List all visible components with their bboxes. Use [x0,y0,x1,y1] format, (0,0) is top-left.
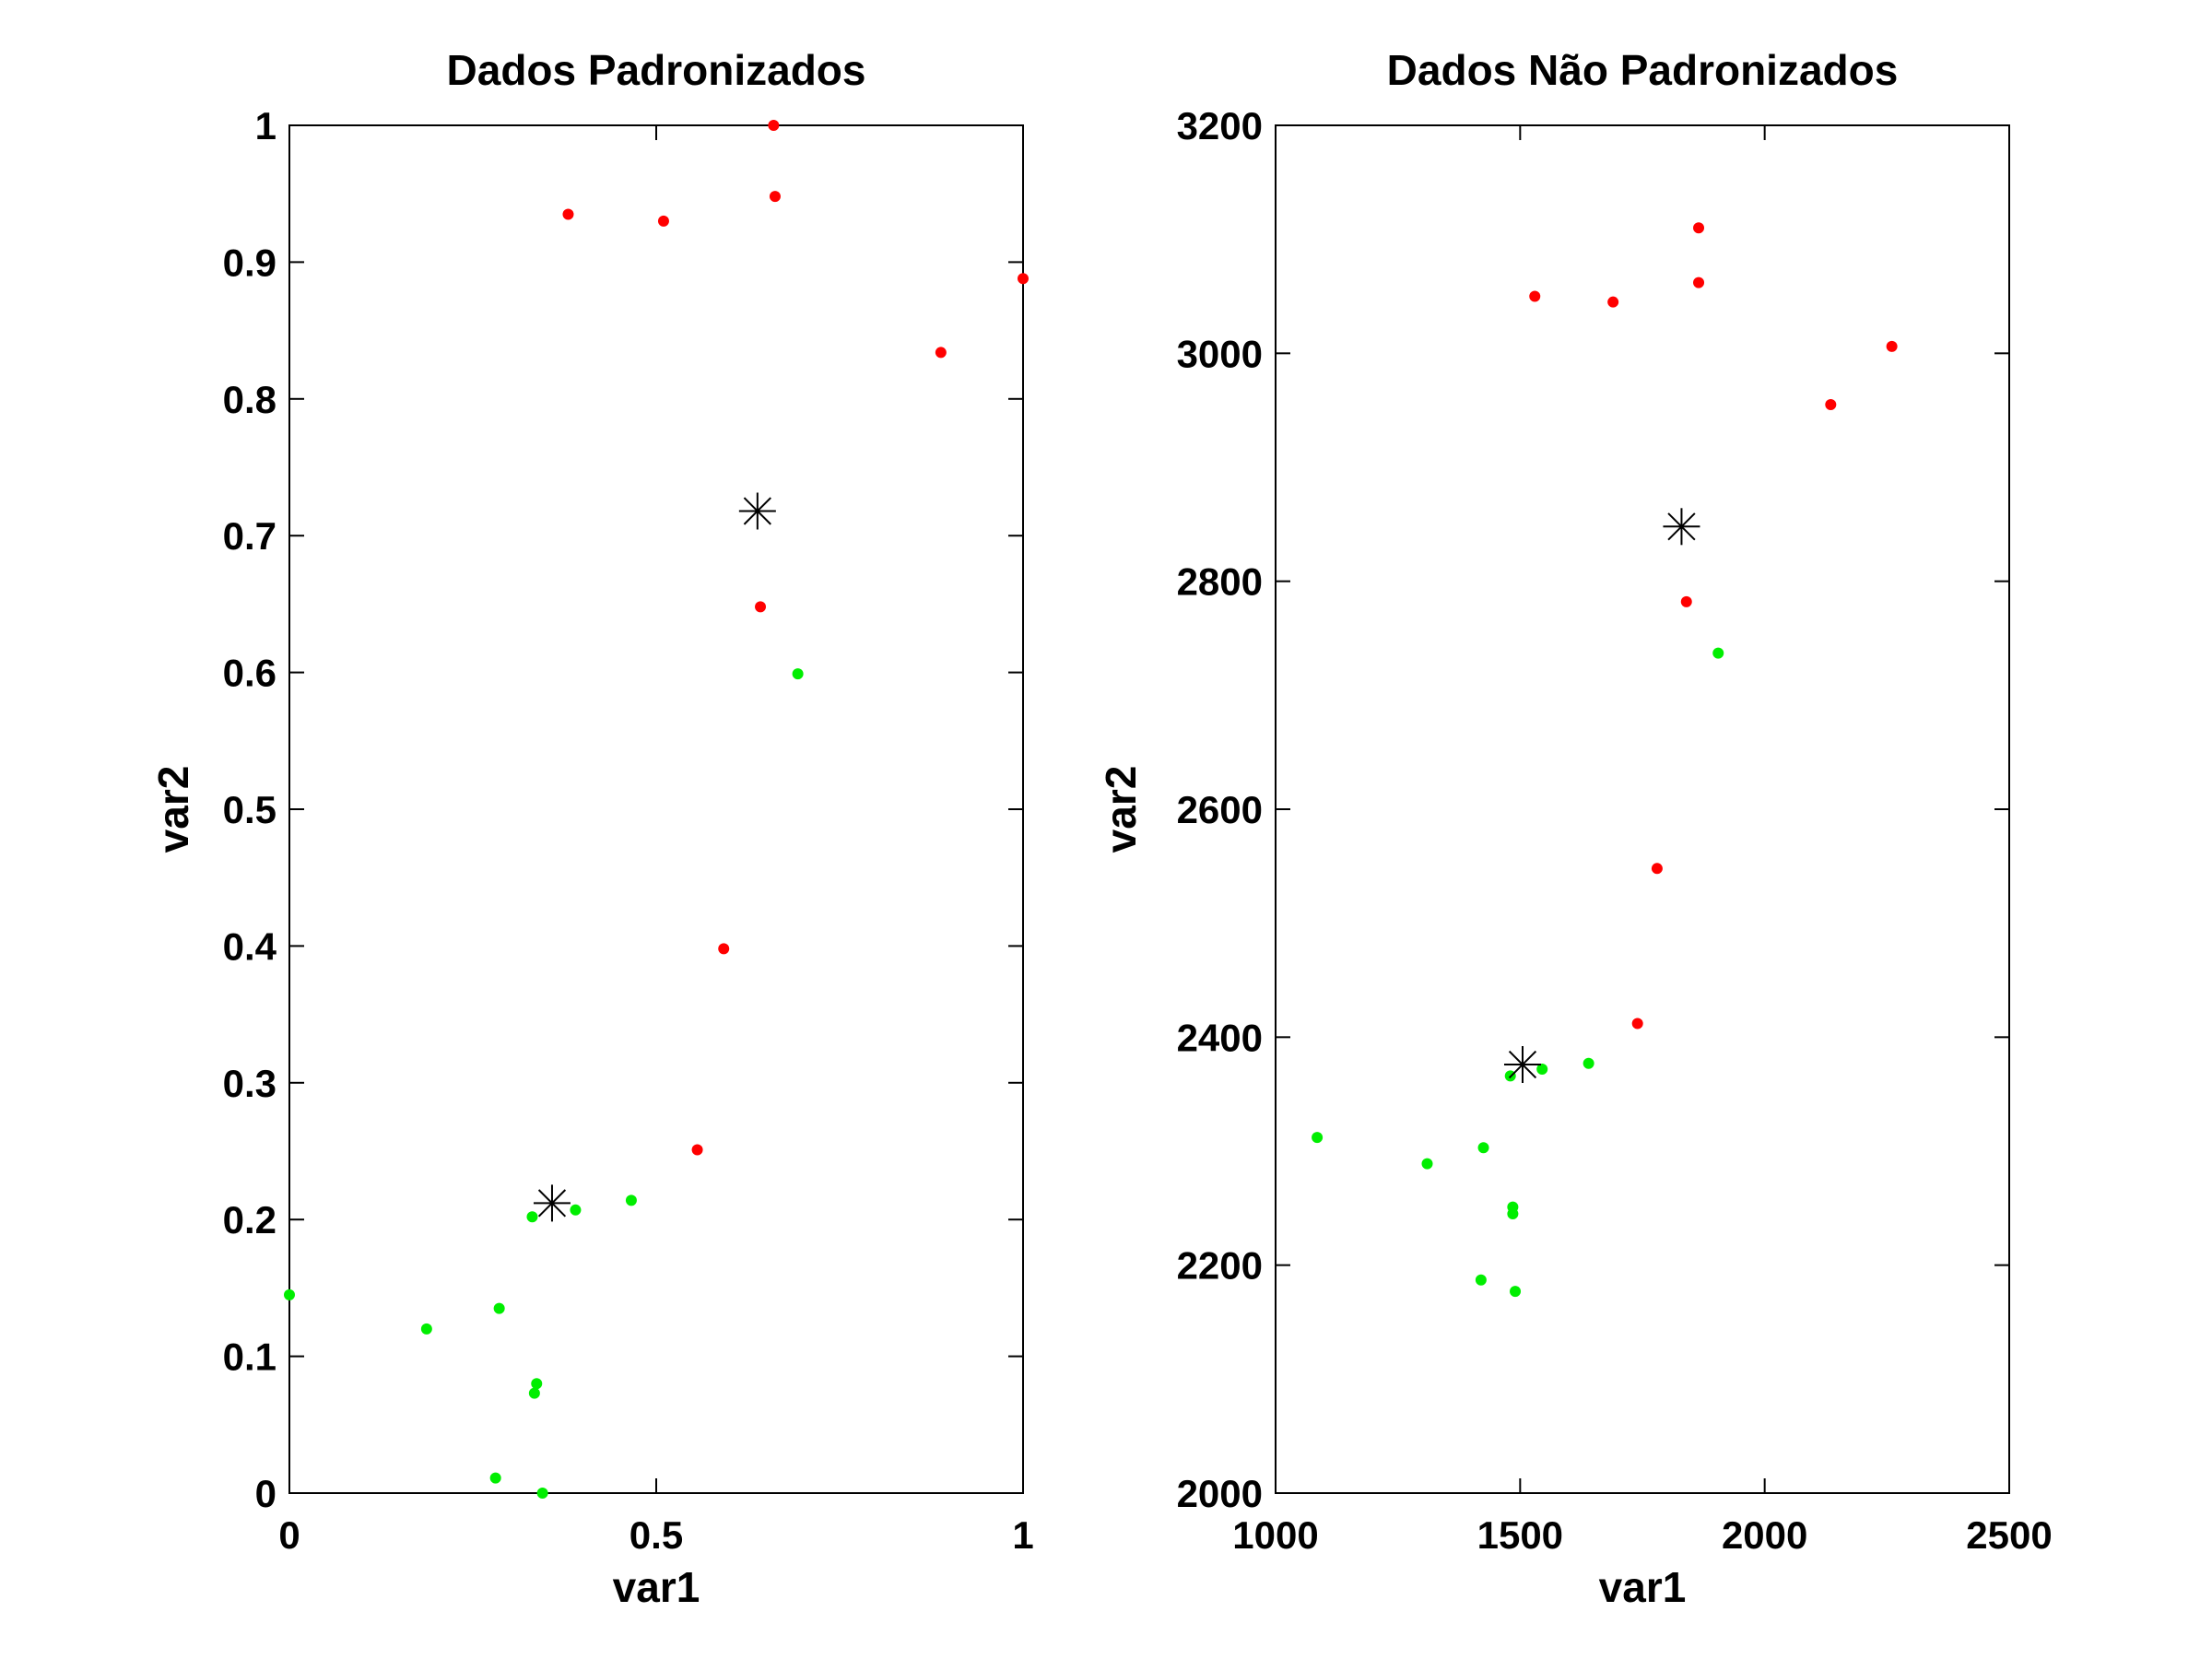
left-asterisk-stroke [537,1189,567,1218]
right-data-point [1536,1063,1548,1075]
right-y-axis-label: var2 [1097,766,1145,853]
right-x-tick-label: 2500 [1966,1513,2052,1557]
right-asterisk-stroke [1508,1050,1537,1079]
right-x-axis-label: var1 [1599,1563,1687,1611]
left-y-tick-label: 0.1 [223,1335,276,1379]
left-data-point [691,1144,703,1156]
left-data-point [718,943,730,955]
right-data-point [1825,398,1837,410]
right-data-point [1510,1286,1522,1298]
left-asterisk-stroke [743,497,771,525]
right-data-point [1886,340,1898,352]
left-plot-area [288,124,1024,1494]
left-y-axis-label: var2 [149,766,197,853]
right-data-point [1507,1208,1519,1220]
right-x-tick-label: 2000 [1722,1513,1807,1557]
right-data-point [1607,296,1619,308]
left-data-point [935,347,947,359]
right-data-point [1712,647,1724,659]
left-x-axis-label: var1 [613,1563,700,1611]
left-y-tick-label: 0.4 [223,924,277,968]
left-centroid-asterisk [738,492,776,530]
left-data-point [657,215,669,227]
right-plot-area [1275,124,2010,1494]
right-data-point [1421,1158,1433,1170]
right-ticks: 1000 1500 2000 2500 2000 2200 2400 2600 2800 3000… [1177,104,2053,1557]
right-data-point [1631,1018,1643,1030]
right-asterisk-stroke [1667,512,1696,541]
left-data-point [420,1323,432,1335]
left-data-point [625,1194,637,1206]
right-y-tick-label: 2400 [1177,1016,1263,1059]
right-data-point [1693,222,1705,234]
left-y-tick-label: 0.8 [223,378,276,421]
right-data-point [1475,1274,1487,1286]
left-y-tick-label: 0.9 [223,241,276,284]
left-data-point [493,1302,505,1314]
left-data-point [536,1488,548,1499]
right-data-point [1477,1142,1489,1154]
left-x-tick-label: 0 [278,1513,300,1557]
right-data-point [1529,290,1541,302]
right-data-point [1693,276,1705,288]
left-data-point [570,1204,582,1216]
right-centroid-asterisk [1663,508,1700,546]
right-data-point [1583,1057,1594,1069]
left-y-tick-label: 0.7 [223,514,276,558]
left-marks [284,120,1029,1499]
right-y-tick-label: 2800 [1177,560,1263,604]
left-data-point [489,1472,501,1484]
left-data-point [1018,273,1029,285]
right-y-tick-label: 3000 [1177,332,1263,375]
left-data-point [284,1288,295,1300]
left-data-point [769,191,781,203]
left-y-tick-label: 0.5 [223,788,276,831]
left-data-point [528,1387,540,1399]
right-marks [1312,222,1898,1298]
right-x-tick-label: 1000 [1232,1513,1318,1557]
right-chart-panel: 1000 1500 2000 2500 2000 2200 2400 2600 2800 3000… [1097,46,2053,1611]
left-y-tick-label: 0.3 [223,1062,276,1105]
right-y-tick-label: 3200 [1177,104,1263,147]
left-y-tick-label: 0.6 [223,652,276,695]
left-data-point [768,120,780,131]
left-y-tick-label: 0.2 [223,1198,276,1241]
right-y-tick-label: 2200 [1177,1244,1263,1288]
right-centroid-asterisk [1503,1046,1541,1084]
right-y-tick-label: 2600 [1177,788,1263,831]
right-chart-title: Dados Não Padronizados [1387,46,1899,94]
right-data-point [1312,1132,1324,1144]
left-data-point [562,208,574,220]
left-data-point [792,668,804,680]
right-data-point [1680,595,1692,607]
left-ticks: 0 0.5 1 0 0.1 0.2 0.3 0.4 0.5 0.6 0.7 0.8 0.9 1 [223,104,1034,1557]
right-y-tick-label: 2000 [1177,1472,1263,1515]
left-y-tick-label: 1 [255,104,276,147]
left-chart-title: Dados Padronizados [447,46,866,94]
left-data-point [526,1211,538,1223]
right-data-point [1651,863,1663,875]
left-data-point [755,601,767,613]
right-x-tick-label: 1500 [1477,1513,1563,1557]
left-x-tick-label: 1 [1012,1513,1033,1557]
left-centroid-asterisk [533,1184,571,1222]
left-y-tick-label: 0 [255,1472,276,1515]
left-data-point [531,1378,543,1390]
left-chart-panel: 0 0.5 1 0 0.1 0.2 0.3 0.4 0.5 0.6 0.7 0.8 0.9 1 Dados… [149,46,1034,1611]
left-x-tick-label: 0.5 [629,1513,683,1557]
